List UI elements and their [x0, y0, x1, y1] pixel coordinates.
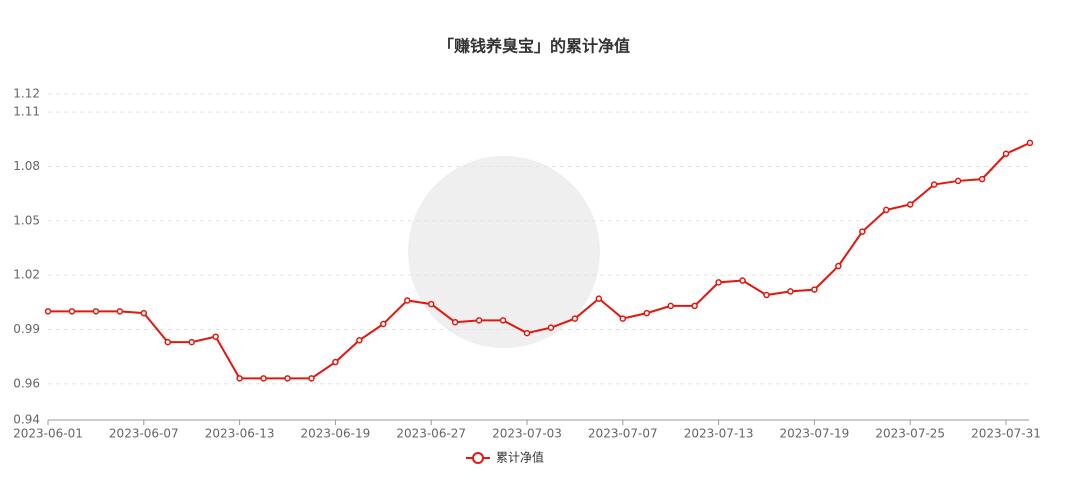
data-point: [188, 338, 195, 346]
data-point: [978, 175, 986, 183]
legend-marker: [472, 452, 484, 464]
x-tick-label: 2023-07-25: [875, 427, 945, 441]
y-tick-label: 0.96: [13, 376, 40, 390]
watermark: [408, 156, 600, 348]
data-point: [811, 286, 818, 293]
data-point: [619, 315, 627, 322]
data-point: [380, 320, 387, 328]
data-point: [859, 228, 866, 235]
legend-label: 累计净值: [496, 450, 544, 465]
y-tick-label: 1.05: [13, 213, 40, 227]
data-point: [547, 324, 555, 331]
data-point: [930, 181, 938, 188]
x-tick-label: 2023-06-07: [109, 427, 179, 441]
data-point: [260, 375, 267, 382]
data-point: [236, 375, 243, 382]
data-point: [308, 375, 315, 382]
data-point: [404, 297, 411, 304]
data-point: [1002, 150, 1010, 158]
chart-title: 「赚钱养臭宝」的累计净值: [438, 37, 630, 56]
x-tick-label: 2023-07-13: [684, 427, 754, 441]
data-point: [571, 315, 579, 322]
y-tick-label: 1.11: [13, 105, 40, 119]
data-point: [1026, 139, 1034, 147]
data-point: [643, 309, 650, 317]
data-point: [92, 308, 100, 315]
data-point: [667, 302, 674, 310]
data-point: [906, 201, 914, 208]
data-point: [68, 308, 76, 315]
data-point: [835, 262, 842, 270]
x-tick-label: 2023-06-27: [396, 427, 466, 441]
data-point: [523, 329, 531, 337]
x-tick-label: 2023-07-07: [588, 427, 658, 441]
y-tick-label: 0.94: [13, 413, 40, 427]
data-point: [691, 302, 698, 310]
data-point: [332, 358, 339, 366]
x-tick-label: 2023-07-31: [971, 427, 1041, 441]
data-point: [427, 300, 435, 308]
data-point: [451, 318, 459, 326]
series-line: [48, 141, 1031, 380]
y-tick-label: 0.99: [13, 322, 40, 336]
data-point: [787, 288, 794, 295]
data-point: [140, 309, 148, 317]
data-point: [499, 317, 507, 324]
data-point: [763, 291, 770, 299]
x-tick-label: 2023-06-19: [301, 427, 371, 441]
data-point: [44, 308, 52, 315]
x-tick-label: 2023-07-03: [492, 427, 562, 441]
data-point: [356, 337, 363, 344]
data-point: [715, 279, 722, 286]
x-tick-label: 2023-06-01: [13, 427, 83, 441]
data-point: [954, 177, 962, 185]
y-tick-label: 1.08: [13, 159, 40, 173]
x-tick-label: 2023-07-19: [780, 427, 850, 441]
data-point: [164, 338, 171, 346]
data-point: [739, 277, 746, 284]
data-point: [284, 375, 291, 382]
y-tick-label: 1.02: [13, 268, 40, 282]
y-tick-label: 1.12: [13, 87, 40, 101]
data-point: [475, 317, 483, 324]
data-point: [116, 308, 124, 315]
data-point: [595, 295, 603, 302]
data-point: [212, 333, 219, 340]
x-tick-label: 2023-06-13: [205, 427, 275, 441]
data-point: [883, 206, 890, 214]
